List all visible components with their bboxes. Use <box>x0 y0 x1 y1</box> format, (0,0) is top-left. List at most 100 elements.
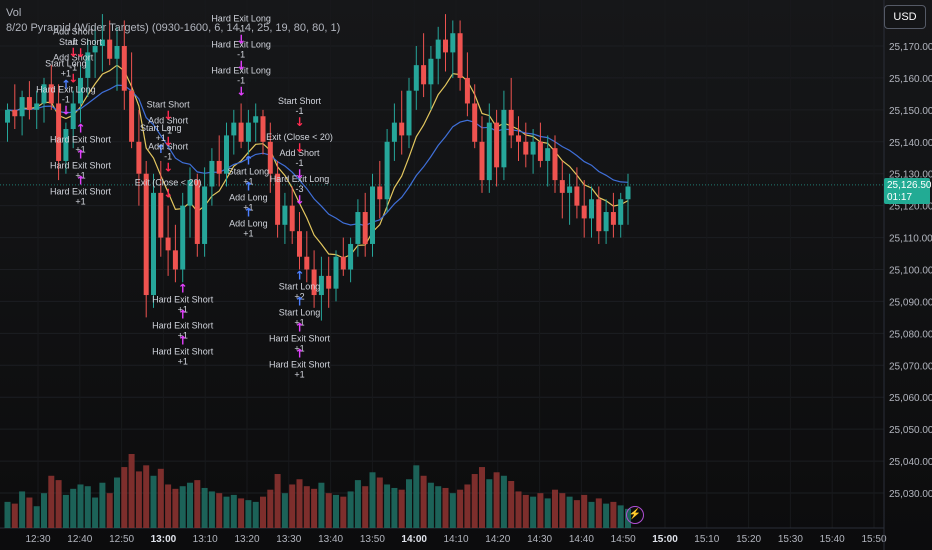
x-tick-label: 15:00 <box>652 534 678 545</box>
candle-body <box>399 122 405 136</box>
volume-bar <box>515 491 522 528</box>
x-tick-label: 12:50 <box>109 534 134 545</box>
signal-label: +1 <box>243 203 253 213</box>
x-tick-label: 14:00 <box>401 534 427 545</box>
volume-bar <box>135 471 142 528</box>
volume-bar <box>252 501 259 528</box>
volume-bar <box>603 503 610 528</box>
candle-body <box>48 84 54 104</box>
y-tick-label: 25,030.00 <box>889 489 932 500</box>
candle-body <box>472 103 478 142</box>
candle-body <box>275 173 281 225</box>
y-tick-label: 25,070.00 <box>889 361 932 372</box>
volume-bar <box>369 472 376 528</box>
candle-body <box>129 90 135 142</box>
signal-arrow: ↑ <box>294 347 304 361</box>
candle-body <box>260 116 266 142</box>
signal-label: Start Short <box>147 100 191 110</box>
signal-label: Hard Exit Short <box>269 360 331 370</box>
candle-body <box>165 237 171 251</box>
volume-bar <box>99 482 106 528</box>
signal-label: Start Long <box>140 123 182 133</box>
volume-indicator-label[interactable]: Vol <box>6 7 22 19</box>
signal-label: +1 <box>243 229 253 239</box>
signal-label: Add Long <box>229 219 268 229</box>
x-tick-label: 15:30 <box>778 534 803 545</box>
signal-label: -1 <box>164 126 172 136</box>
candle-body <box>85 52 91 78</box>
lightning-icon[interactable]: ⚡ <box>626 506 644 524</box>
signal-label: Start Long <box>279 282 321 292</box>
y-tick-label: 25,100.00 <box>889 266 932 277</box>
candle-body <box>143 173 149 296</box>
candle-body <box>172 250 178 270</box>
candle-body <box>245 122 251 142</box>
signal-label: Hard Exit Short <box>50 187 112 197</box>
volume-bar <box>595 498 602 528</box>
volume-bar <box>157 468 164 528</box>
candle-body <box>107 39 113 59</box>
volume-bar <box>398 489 405 528</box>
candle-body <box>267 141 273 174</box>
candle-body <box>501 109 507 168</box>
y-tick-label: 25,060.00 <box>889 393 932 404</box>
signal-label: Start Short <box>59 37 103 47</box>
volume-bar <box>194 480 201 528</box>
candle-body <box>486 122 492 181</box>
volume-bar <box>106 493 113 528</box>
candle-body <box>610 212 616 225</box>
signal-label: Add Short <box>53 53 94 63</box>
volume-bar <box>500 475 507 528</box>
volume-bar <box>230 494 237 528</box>
candle-body <box>92 46 98 53</box>
x-tick-label: 13:30 <box>276 534 301 545</box>
candle-body <box>209 160 215 187</box>
candle-body <box>523 141 529 155</box>
signal-label: Hard Exit Short <box>152 294 214 304</box>
volume-bar <box>267 489 274 528</box>
y-tick-label: 25,140.00 <box>889 138 932 149</box>
signal-label: +1 <box>178 330 188 340</box>
signal-label: +1 <box>294 344 304 354</box>
signal-label: Hard Exit Short <box>152 320 214 330</box>
candle-body <box>231 122 237 136</box>
candle-body <box>180 205 186 270</box>
volume-bar <box>11 503 18 528</box>
x-tick-label: 14:30 <box>527 534 552 545</box>
volume-bar <box>347 491 354 528</box>
volume-bar <box>581 494 588 528</box>
volume-bar <box>114 477 120 528</box>
volume-bar <box>128 454 135 528</box>
signal-arrow: ↓ <box>75 46 85 60</box>
signal-label: -1 <box>237 23 245 33</box>
candle-body <box>202 186 208 244</box>
candle-body <box>19 97 25 117</box>
candle-body <box>70 103 76 130</box>
volume-bar <box>223 496 230 528</box>
volume-bar <box>566 496 573 528</box>
y-tick-label: 25,080.00 <box>889 329 932 340</box>
y-tick-label: 25,120.00 <box>889 202 932 213</box>
volume-bar <box>530 496 537 528</box>
signal-arrow: ↓ <box>236 84 246 98</box>
signal-label: +1 <box>156 133 166 143</box>
candle-body <box>537 141 543 161</box>
candle-body <box>362 212 368 244</box>
y-tick-label: 25,040.00 <box>889 457 932 468</box>
signal-arrow: ↓ <box>236 58 246 72</box>
signal-label: Start Long <box>279 308 321 318</box>
signal-arrow: ↓ <box>163 109 173 123</box>
signal-label: -1 <box>237 75 245 85</box>
signal-label: +1 <box>294 318 304 328</box>
y-tick-label: 25,130.00 <box>889 170 932 181</box>
candle-body <box>41 84 47 104</box>
volume-bar <box>303 486 310 528</box>
signal-arrow: ↓ <box>236 32 246 46</box>
strategy-indicator-label[interactable]: 8/20 Pyramid (Wider Targets) (0930-1600,… <box>6 22 341 34</box>
volume-bar <box>449 493 456 528</box>
currency-selector[interactable]: USD <box>884 5 926 29</box>
candle-body <box>596 199 602 232</box>
volume-bar <box>41 493 47 528</box>
